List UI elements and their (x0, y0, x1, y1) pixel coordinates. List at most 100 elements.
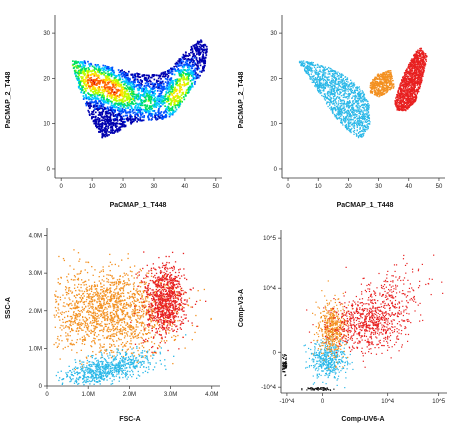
cluster-point (365, 109, 367, 111)
cluster-point (358, 107, 360, 109)
density-point (119, 70, 122, 72)
density-point (132, 112, 135, 114)
density-point (156, 87, 159, 90)
cluster-point (361, 92, 363, 94)
cluster-point (309, 62, 312, 64)
density-point (154, 112, 157, 115)
cluster-point (338, 112, 340, 114)
density-point (178, 60, 181, 63)
density-point (149, 102, 152, 104)
cluster-point (331, 85, 333, 88)
density-point (180, 77, 183, 80)
cluster-point (361, 106, 364, 109)
cluster-point (332, 81, 334, 84)
density-point (83, 83, 86, 85)
cluster-point (356, 103, 359, 105)
density-point (100, 107, 102, 109)
density-point (83, 74, 86, 77)
density-point (133, 79, 136, 81)
cluster-point (341, 104, 343, 107)
density-point (124, 72, 127, 74)
density-point (97, 108, 99, 110)
density-point (187, 86, 190, 89)
density-point (101, 123, 104, 126)
cluster-point (349, 114, 352, 116)
density-point (104, 87, 107, 90)
cluster-point (310, 76, 312, 78)
cluster-point (340, 120, 342, 122)
cluster-point (384, 78, 386, 81)
density-point (97, 114, 100, 116)
cluster-point (377, 94, 379, 96)
cluster-point (304, 70, 307, 72)
density-point (95, 89, 98, 92)
density-point (140, 100, 142, 102)
density-point (154, 96, 157, 99)
cluster-point (406, 103, 409, 105)
y-tick-label: 20 (43, 76, 50, 82)
cluster-point (358, 105, 360, 107)
cluster-point (377, 85, 379, 87)
density-point (144, 91, 147, 93)
cluster-point (364, 125, 367, 127)
density-point (119, 89, 121, 92)
cluster-point (316, 63, 319, 66)
cluster-point (388, 76, 391, 78)
cluster-point (361, 95, 364, 98)
density-point (191, 72, 194, 75)
cluster-point (361, 122, 363, 124)
cluster-point (367, 108, 370, 111)
density-point (131, 73, 134, 76)
density-point (137, 83, 140, 86)
cluster-point (386, 86, 388, 88)
density-point (163, 111, 166, 113)
density-point (91, 83, 94, 86)
cluster-point (388, 82, 391, 85)
cluster-point (351, 97, 354, 99)
density-point (167, 91, 170, 94)
density-point (158, 116, 161, 118)
cluster-point (318, 81, 321, 83)
density-point (116, 118, 119, 120)
density-point (119, 128, 122, 131)
density-point (166, 106, 169, 109)
cluster-point (332, 88, 335, 90)
density-point (154, 82, 156, 85)
density-point (190, 58, 193, 60)
cluster-point (413, 91, 415, 94)
density-point (178, 85, 181, 88)
density-point (131, 102, 133, 105)
cluster-point (324, 75, 326, 78)
cluster-point (339, 76, 341, 78)
density-point (79, 64, 82, 66)
density-point (146, 108, 149, 111)
density-point (106, 128, 109, 131)
cluster-point (341, 73, 343, 75)
density-point (104, 128, 107, 131)
cluster-point (328, 94, 330, 97)
cluster-point (364, 124, 366, 127)
density-point (136, 107, 139, 110)
cluster-point (357, 94, 359, 96)
density-point (115, 82, 117, 85)
cluster-point (316, 80, 318, 82)
cluster-point (303, 64, 306, 67)
cluster-point (353, 95, 355, 97)
density-point (87, 92, 89, 94)
cluster-point (325, 72, 327, 74)
density-point (101, 107, 104, 110)
cluster-point (367, 127, 369, 130)
cluster-point (324, 99, 327, 101)
cluster-point (392, 83, 395, 85)
cluster-point (350, 91, 353, 93)
density-point (194, 62, 196, 64)
density-point (160, 105, 162, 107)
density-point (160, 117, 163, 119)
cluster-point (355, 132, 357, 135)
density-point (162, 95, 165, 98)
density-point (155, 99, 157, 102)
density-point (110, 101, 113, 103)
density-point (100, 79, 103, 82)
density-point (98, 86, 101, 88)
density-point (138, 85, 141, 88)
